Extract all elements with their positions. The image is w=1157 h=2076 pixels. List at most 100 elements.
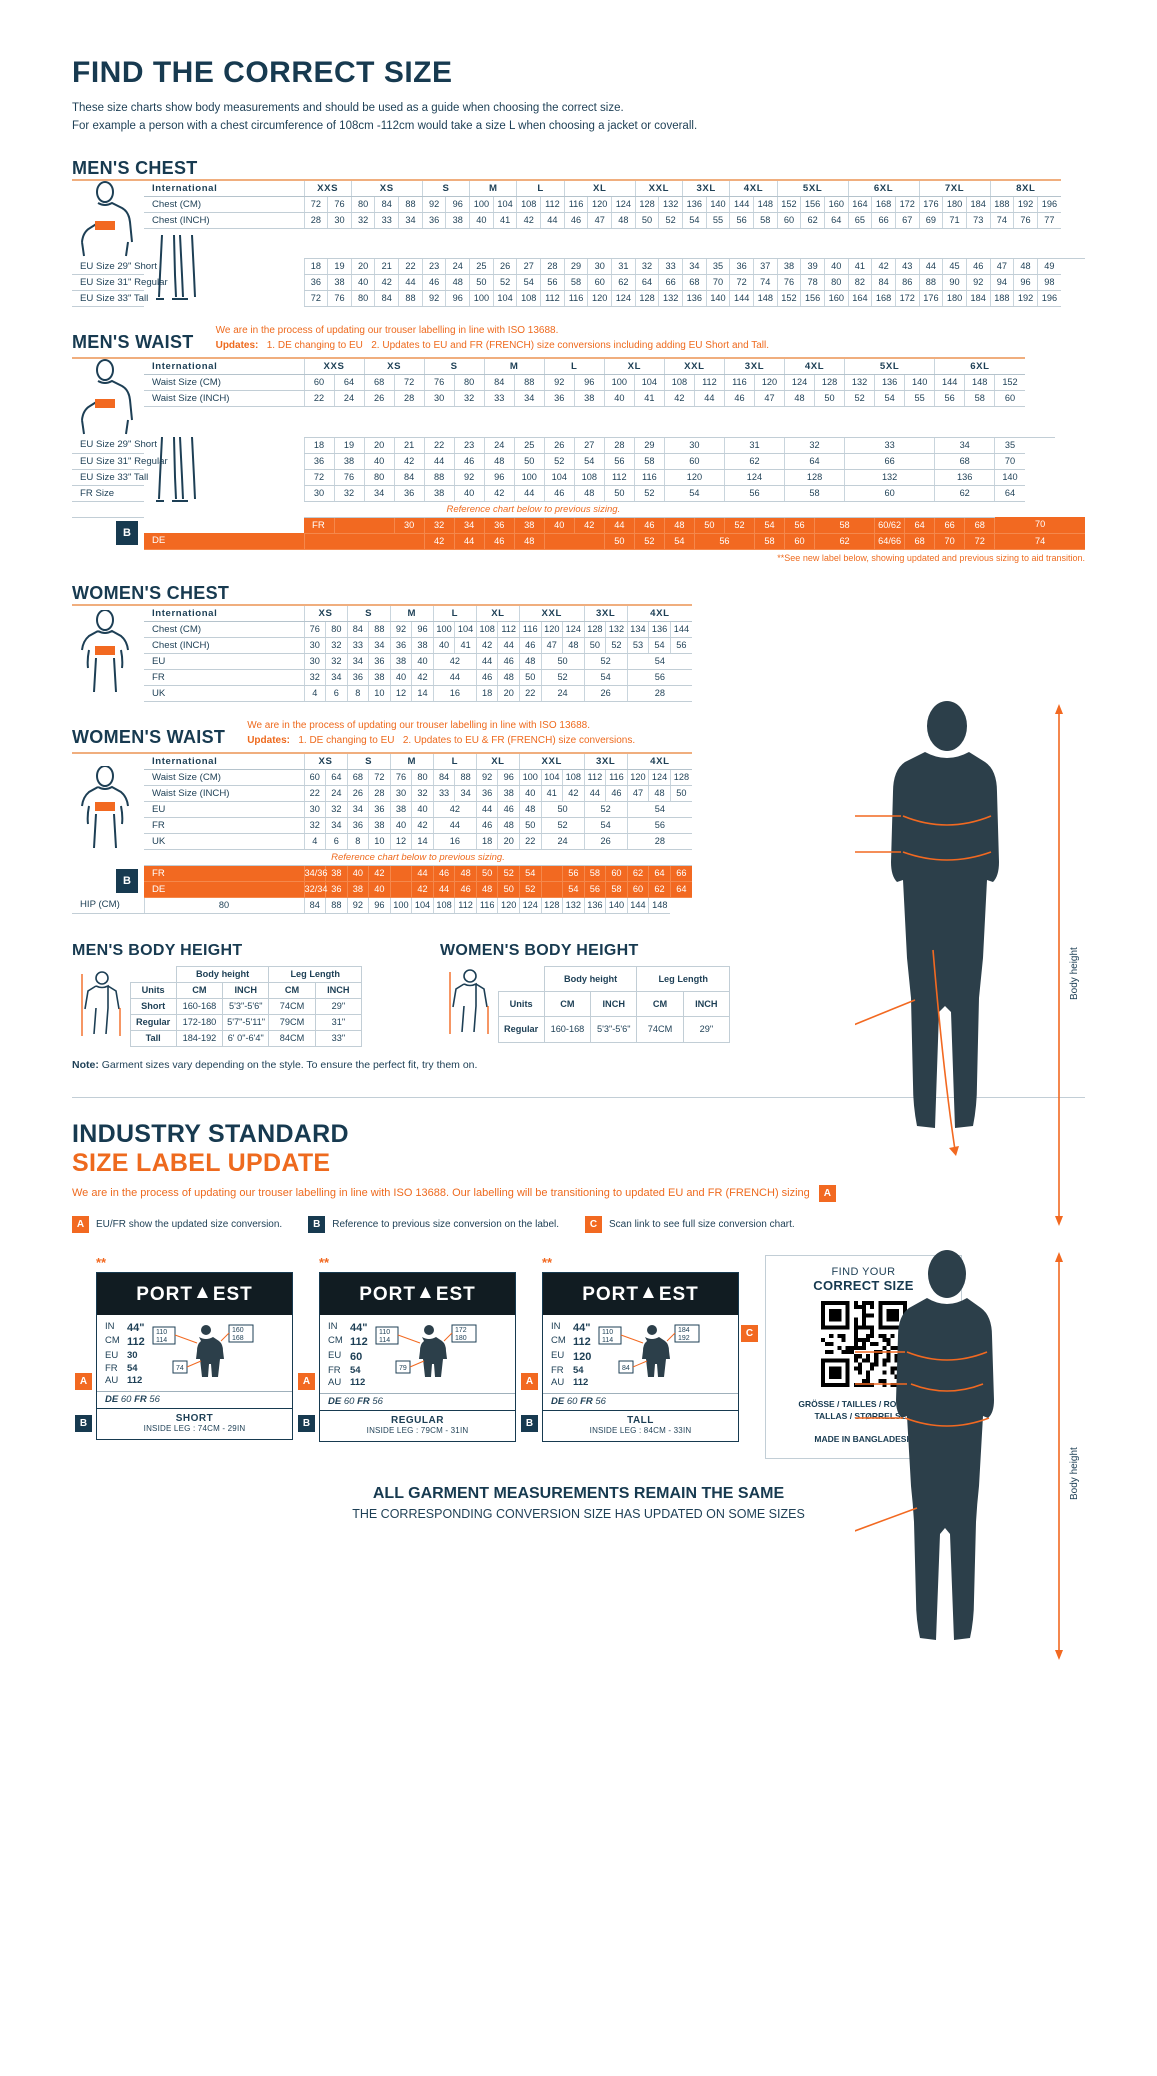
cell: 140 xyxy=(605,897,628,914)
code-key: FR xyxy=(328,1364,341,1376)
cell: 28 xyxy=(393,390,425,408)
size-header-4xl: 4XL xyxy=(626,751,692,770)
cell: 40 xyxy=(389,669,412,686)
code-value: 112 xyxy=(573,1377,589,1389)
cell: 64 xyxy=(634,274,659,292)
qr-code-icon[interactable] xyxy=(820,1300,907,1387)
orange-row-label: FR xyxy=(144,865,304,882)
womens-body-height-block: WOMEN'S BODY HEIGHT Body height Leg Lengt… xyxy=(440,942,731,1047)
cell: 64 xyxy=(783,453,845,470)
cell: 92 xyxy=(389,621,412,638)
cell: 60 xyxy=(303,769,326,786)
cell xyxy=(303,533,425,550)
cell: 82 xyxy=(847,274,872,292)
cell: 60 xyxy=(587,274,612,292)
svg-text:172: 172 xyxy=(455,1327,467,1334)
cell xyxy=(389,881,412,898)
inside-leg: INSIDE LEG : 79CM - 31IN xyxy=(366,1425,469,1435)
badge-b: B xyxy=(521,1414,538,1432)
mens-chest-title: MEN'S CHEST xyxy=(72,157,198,178)
cell: 34 xyxy=(454,785,477,802)
bh-group-body-height: Body height xyxy=(543,965,638,992)
cell: 76 xyxy=(333,469,365,486)
label-box: PORT▲EST IN 44" CM 112 EU 120 FR 54 AU 112 110 114 18… xyxy=(542,1271,739,1442)
cell: 70 xyxy=(994,517,1085,534)
size-header-4xl: 4XL xyxy=(729,178,778,197)
cell: 6 xyxy=(325,833,348,850)
cell: 46 xyxy=(543,485,575,502)
cell: 156 xyxy=(800,290,825,308)
cell: 19 xyxy=(327,258,352,276)
bh-group-leg-length: Leg Length xyxy=(636,965,730,992)
cell: 96 xyxy=(573,374,605,392)
cell: 40 xyxy=(411,801,434,818)
qr-card[interactable]: FIND YOUR CORRECT SIZE GRÖSSE / TAILLES / … xyxy=(765,1254,962,1460)
cell: 84 xyxy=(483,374,515,392)
cell: 52 xyxy=(543,453,575,470)
womens-waist-header: WOMEN'S WAIST We are in the process of u… xyxy=(72,718,1085,748)
cell: 28 xyxy=(368,785,391,802)
cell: 140 xyxy=(705,196,730,213)
body-height-row: MEN'S BODY HEIGHT Body height Leg Length U… xyxy=(72,942,1085,1047)
cell: 27 xyxy=(573,437,605,454)
cell: 40 xyxy=(823,258,849,276)
code-key: CM xyxy=(551,1335,566,1347)
cell: 72 xyxy=(729,274,754,292)
cell: 48 xyxy=(663,517,695,534)
code-key: IN xyxy=(551,1320,561,1332)
svg-text:79: 79 xyxy=(399,1365,407,1372)
size-header-xxs: XXS xyxy=(303,357,365,376)
cell: 28 xyxy=(303,212,328,229)
cell: 78 xyxy=(800,274,825,292)
cell: 34 xyxy=(453,517,485,534)
legend-item-a: A EU/FR show the updated size conversion… xyxy=(72,1215,282,1233)
cell: 96 xyxy=(368,897,391,914)
row-label: HIP (CM) xyxy=(72,897,144,914)
cell: 45 xyxy=(942,258,967,276)
cell: 156 xyxy=(800,196,825,213)
code-value: 112 xyxy=(350,1377,366,1389)
cell: 34 xyxy=(325,669,348,686)
size-header-s: S xyxy=(346,751,391,770)
cell: 120 xyxy=(540,621,563,638)
cell: 18 xyxy=(475,833,498,850)
bh-group-body-height: Body height xyxy=(175,965,270,983)
cell: 108 xyxy=(516,290,541,308)
cell: 40 xyxy=(603,390,635,408)
cell: 76 xyxy=(327,196,352,213)
cell: 116 xyxy=(605,769,628,786)
cell: 60 xyxy=(303,374,335,392)
row-label: Waist Size (CM) xyxy=(144,769,304,786)
table-header-row: International XS S M L XL XXL 3XL 4XL xyxy=(72,751,692,866)
cell: 62 xyxy=(626,865,649,882)
bh-units-label: Units xyxy=(129,981,177,999)
bh-cell: 160-168 xyxy=(543,1016,592,1043)
cell: 26 xyxy=(363,390,395,408)
brand-name: PORT▲EST xyxy=(136,1281,253,1305)
model-illustrations: Chest Waist Leg Length Body height xyxy=(765,700,1085,1245)
cell: 144 xyxy=(669,621,692,638)
de-fr-reference: DE 60 FR 56 xyxy=(543,1392,738,1410)
code-row: IN 44" xyxy=(551,1321,591,1336)
cell: 88 xyxy=(398,196,423,213)
cell: 50 xyxy=(583,637,606,654)
bh-unit: INCH xyxy=(590,990,638,1018)
code-value: 44" xyxy=(127,1321,145,1334)
cell: 36 xyxy=(368,801,391,818)
size-header-xxl: XXL xyxy=(518,603,585,622)
cell: 172 xyxy=(894,290,920,308)
code-value: 120 xyxy=(573,1350,592,1363)
size-header-xl: XL xyxy=(475,751,520,770)
cell: 92 xyxy=(421,290,446,308)
womens-body-height-table: Body height Leg Length Units CM INCH CM INCH Re… xyxy=(440,965,731,1043)
cell: 20 xyxy=(363,437,395,454)
cell: 30 xyxy=(303,637,326,654)
bh-group-leg-length: Leg Length xyxy=(268,965,362,983)
cell: 33 xyxy=(346,637,369,654)
cell: 90 xyxy=(942,274,967,292)
cell: 19 xyxy=(333,437,365,454)
industry-subtitle-text: We are in the process of updating our tr… xyxy=(72,1186,810,1199)
badge-a-inline: A xyxy=(818,1184,836,1202)
bh-cell: 172-180 xyxy=(175,1013,224,1031)
cell: 42 xyxy=(562,785,585,802)
